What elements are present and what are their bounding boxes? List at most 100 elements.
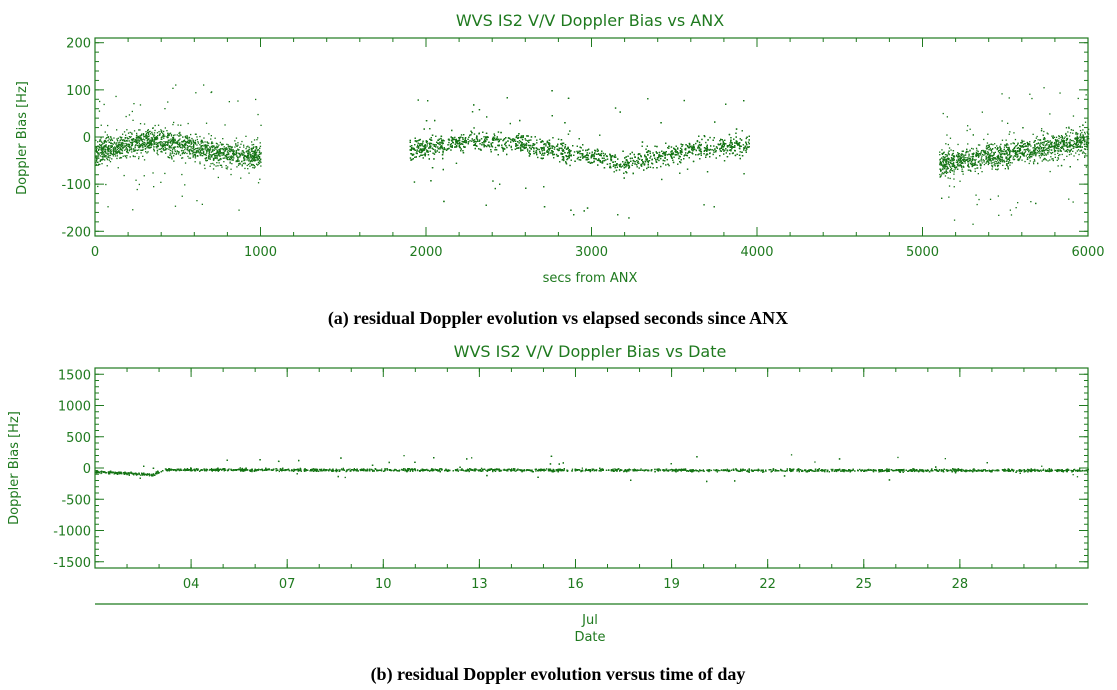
data-point: [491, 146, 494, 148]
data-point: [179, 135, 181, 137]
data-point: [477, 140, 479, 142]
data-point: [655, 160, 657, 163]
data-point: [437, 148, 439, 150]
data-point: [525, 144, 527, 146]
data-point: [204, 141, 206, 143]
data-point: [160, 129, 162, 131]
data-point: [740, 145, 742, 147]
data-point: [177, 124, 179, 126]
data-point: [165, 141, 167, 143]
data-point: [165, 152, 167, 154]
data-point: [212, 147, 214, 149]
data-point: [160, 141, 162, 143]
data-point: [734, 145, 736, 147]
data-point: [557, 138, 560, 140]
data-point: [125, 148, 127, 150]
data-point: [625, 171, 627, 173]
data-point: [628, 217, 630, 219]
data-point: [173, 139, 175, 141]
data-point: [502, 147, 505, 149]
data-point: [229, 150, 231, 152]
data-point: [632, 159, 634, 162]
data-point: [161, 144, 164, 146]
data-point: [739, 157, 741, 160]
data-point: [411, 153, 414, 156]
data-point: [664, 154, 666, 156]
data-point: [245, 148, 247, 150]
data-point: [427, 100, 429, 102]
data-point: [255, 146, 258, 148]
data-point: [647, 164, 649, 166]
data-point: [547, 154, 549, 156]
data-point: [511, 149, 513, 151]
data-point: [179, 133, 181, 135]
data-point: [493, 139, 495, 141]
data-point: [639, 153, 641, 155]
data-point: [150, 144, 152, 146]
data-point: [127, 145, 129, 148]
data-point: [656, 158, 659, 161]
data-point: [492, 180, 494, 182]
data-point: [738, 144, 740, 146]
data-point: [254, 151, 256, 154]
data-point: [257, 182, 260, 184]
data-point: [481, 144, 483, 146]
data-point: [709, 136, 711, 139]
data-point: [220, 164, 223, 166]
data-point: [153, 139, 155, 141]
data-point: [458, 142, 460, 145]
data-point: [727, 145, 729, 147]
data-point: [569, 154, 572, 157]
data-point: [177, 151, 179, 153]
data-point: [605, 159, 607, 161]
data-point: [558, 147, 561, 149]
data-point: [504, 148, 506, 150]
data-point: [251, 144, 253, 146]
data-point: [656, 145, 658, 148]
data-point: [597, 164, 599, 166]
data-point: [213, 149, 215, 151]
data-point: [691, 149, 693, 151]
data-point: [141, 149, 144, 151]
data-point: [459, 136, 461, 138]
data-point: [97, 185, 99, 188]
data-point: [107, 152, 109, 154]
data-point: [552, 145, 554, 148]
data-point: [582, 156, 585, 158]
data-point: [448, 139, 450, 141]
data-point: [227, 152, 229, 154]
data-point: [715, 150, 717, 152]
data-point: [249, 161, 251, 163]
data-point: [638, 162, 640, 164]
data-point: [210, 155, 212, 157]
data-point: [200, 154, 202, 157]
data-point: [610, 166, 612, 169]
data-point: [116, 146, 118, 148]
data-point: [468, 136, 470, 138]
data-point: [125, 140, 128, 142]
data-point: [242, 162, 245, 165]
data-point: [163, 133, 165, 135]
data-point: [201, 145, 203, 147]
data-point: [209, 146, 211, 148]
data-point: [506, 97, 508, 99]
data-point: [720, 150, 722, 152]
data-point: [725, 143, 727, 145]
data-point: [217, 176, 219, 179]
data-point: [143, 136, 145, 138]
data-point: [534, 143, 536, 145]
data-point: [220, 143, 222, 145]
data-point: [141, 143, 143, 145]
data-point: [609, 163, 611, 165]
data-point: [587, 158, 590, 160]
data-point: [722, 143, 724, 145]
data-point: [219, 141, 221, 144]
data-point: [609, 155, 612, 157]
data-point: [637, 156, 639, 159]
data-point: [101, 146, 103, 148]
data-point: [644, 161, 647, 163]
data-point: [242, 150, 244, 152]
data-point: [424, 144, 426, 146]
data-point: [617, 158, 619, 160]
data-point: [698, 149, 700, 151]
